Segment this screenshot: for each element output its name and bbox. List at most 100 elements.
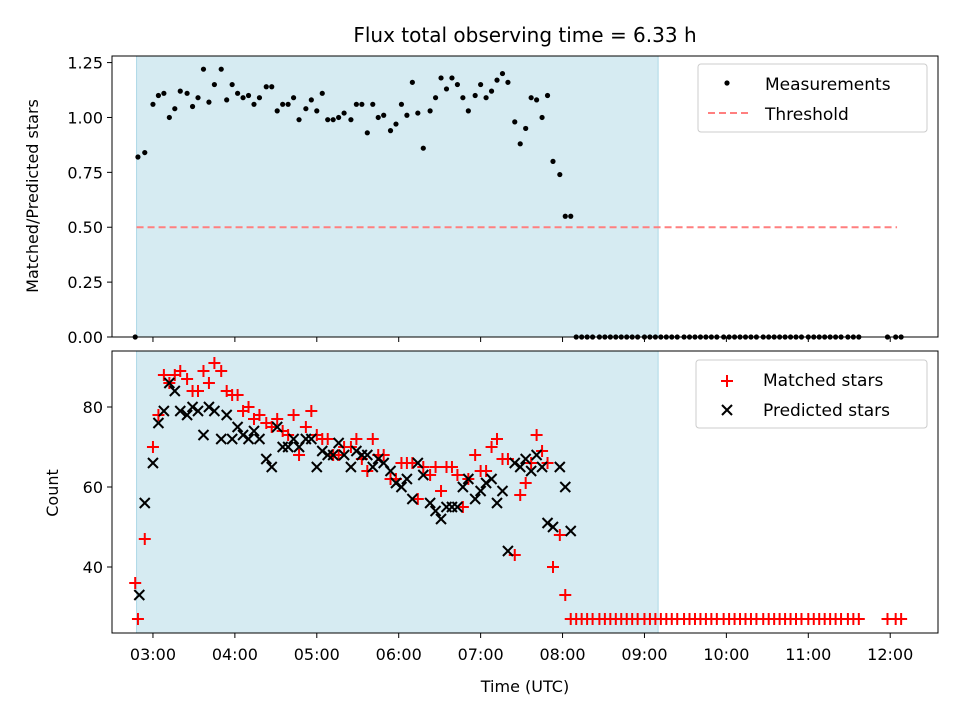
measurement-point [229,81,235,88]
measurement-point [142,149,148,156]
predicted-star-point [530,449,543,461]
bottom-y-tick-label: 80 [83,398,103,417]
measurement-point [465,108,471,114]
measurement-point [387,128,394,134]
matched-star-point [208,357,221,369]
predicted-star-point [242,433,255,445]
top-legend: Measurements Threshold [697,63,928,133]
bottom-y-axis-label: Count [43,469,62,517]
measurement-point [256,95,263,101]
measurement-point [443,86,450,92]
matched-star-point [253,409,266,421]
measurement-point [478,81,484,88]
predicted-star-point [305,433,318,445]
measurement-point [274,108,280,114]
legend-predicted-marker [721,404,733,416]
matched-star-point [129,577,142,589]
top-y-axis-label: Matched/Predicted stars [23,99,42,293]
measurement-point [539,114,545,121]
measurement-point [150,101,156,107]
predicted-star-point [480,477,492,489]
matched-star-point [406,457,419,469]
predicted-star-point [237,429,249,441]
matched-star-point [293,449,306,461]
measurement-point [325,117,331,123]
measurement-point [494,77,500,83]
measurement-point [280,101,286,107]
top-y-tick-label: 0.75 [67,163,103,182]
measurement-point [375,114,381,121]
matched-star-point [469,449,482,461]
predicted-star-point [338,449,350,461]
measurement-point [285,101,291,107]
matched-star-point [553,529,566,541]
predicted-star-point [282,441,294,453]
measurement-point [517,141,523,147]
matched-star-point [377,449,390,461]
bottom-y-tick-label: 60 [83,478,103,497]
matched-star-point [138,533,151,545]
bottom-legend-box [695,359,928,429]
matched-star-point [435,485,448,497]
measurement-point [200,66,207,72]
predicted-star-point [327,449,339,461]
measurement-point [341,110,347,116]
predicted-star-point [220,409,233,421]
measurement-point [483,95,489,101]
measurement-point [562,213,568,219]
matched-star-point [451,469,464,481]
bottom-axes-frame [111,350,939,634]
predicted-star-point [496,485,509,497]
measurement-point [534,97,540,103]
measurement-point [308,97,314,103]
top-legend-box [697,63,928,133]
measurement-point [359,101,365,107]
measurement-point [330,117,336,123]
predicted-star-point [350,445,363,457]
matched-star-point [366,433,379,445]
measurement-point [166,114,172,121]
predicted-star-point [226,433,238,445]
predicted-star-point [384,465,397,477]
predicted-star-point [192,405,204,417]
measurement-point [432,95,439,101]
matched-star-point [157,369,170,381]
matched-star-point [429,461,442,473]
measurement-point [172,106,178,112]
predicted-star-point [332,437,345,449]
legend-threshold-label: Threshold [764,105,849,125]
matched-star-point [424,469,437,481]
top-y-tick-label: 0.25 [67,273,103,292]
matched-star-point [480,465,493,477]
bottom-panel: 40 60 80 03:00 04:00 05:00 06:00 07:00 08:00 09:… [43,350,939,696]
matched-star-point [546,561,559,573]
predicted-star-point [271,421,283,433]
bottom-y-ticks: 40 60 80 [83,398,112,577]
matched-star-point [215,365,228,377]
measurement-point [409,79,415,85]
matched-star-point [197,365,210,377]
predicted-star-point [311,461,323,473]
predicted-star-point [536,461,548,473]
matched-star-point [152,409,165,421]
predicted-star-point [181,409,193,421]
matched-star-point [146,441,159,453]
matched-star-point [485,441,498,453]
matched-star-point [491,433,504,445]
matched-star-point [361,465,374,477]
predicted-star-point [152,417,165,429]
predicted-star-point [266,461,278,473]
top-y-tick-label: 1.25 [67,54,103,73]
predicted-star-point [457,481,469,493]
measurement-point [296,117,302,123]
matched-star-point [895,613,908,625]
measurement-point [449,75,455,81]
measurement-point [189,103,196,110]
predicted-star-point [174,405,186,417]
matched-star-point [445,461,458,473]
matched-star-points [129,357,908,625]
measurement-point [512,119,518,125]
bottom-x-ticks: 03:00 04:00 05:00 06:00 07:00 08:00 09:00 10:00… [130,633,913,664]
predicted-star-point [372,453,384,465]
